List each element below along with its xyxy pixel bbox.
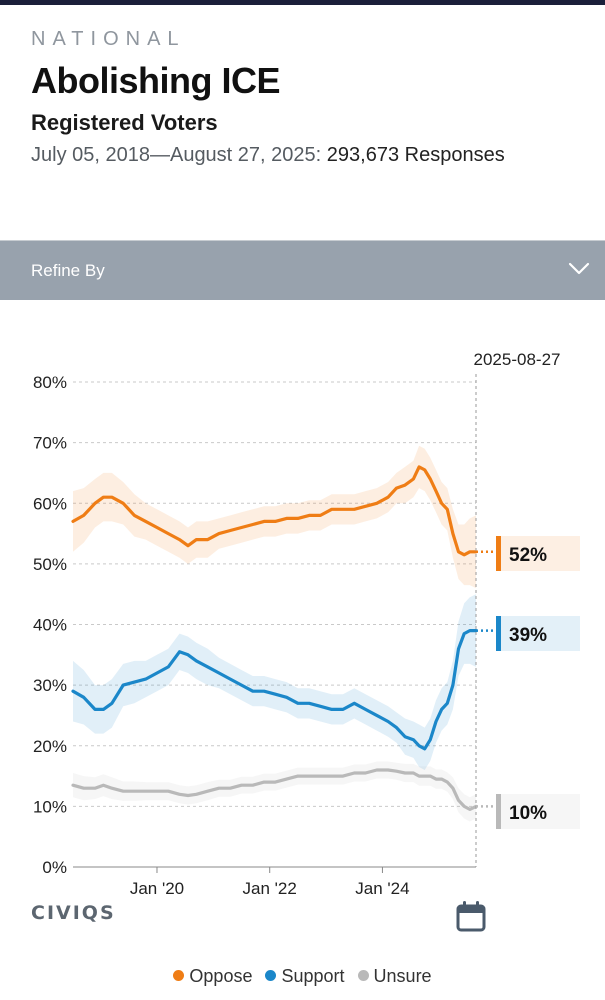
oppose-end-bar [496,536,501,571]
legend-label-oppose: Oppose [189,966,253,986]
support-confidence-band [73,594,476,770]
y-tick-label: 80% [33,373,67,392]
legend-dot-unsure [357,970,369,981]
legend-label-support: Support [281,966,345,986]
chart-series-lines [71,465,478,811]
chevron-down-icon[interactable] [568,262,590,276]
date-range: July 05, 2018—August 27, 2025: 293,673 R… [31,144,591,167]
y-tick-label: 30% [33,676,67,695]
oppose-end-value: 52% [509,545,547,566]
response-count: 293,673 Responses [326,144,505,166]
y-tick-label: 60% [33,494,67,513]
support-end-bar [496,616,501,651]
oppose-confidence-band [73,445,476,589]
y-tick-label: 40% [33,616,67,635]
unsure-end-box [496,794,580,829]
y-tick-label: 50% [33,555,67,574]
region-kicker: NATIONAL [31,28,186,50]
x-tick-label: Jan '24 [355,879,409,898]
trend-chart: 0% 10% 20% 30% 40% 50% 60% 70% 80% Jan '20 Jan '22… [33,350,580,898]
unsure-end-value: 10% [509,803,547,824]
oppose-end-box [496,536,580,571]
y-tick-label: 20% [33,737,67,756]
legend-item-unsure[interactable]: Unsure [357,966,432,987]
y-tick-label: 70% [33,434,67,453]
x-tick-label: Jan '20 [130,879,184,898]
legend-item-support[interactable]: Support [265,966,345,987]
calendar-icon[interactable] [456,900,486,932]
legend-label-unsure: Unsure [373,966,432,986]
legend-dot-oppose [173,970,185,981]
page-header: NATIONAL Abolishing ICE Registered Voter… [31,28,591,167]
refine-by-label: Refine By [31,261,105,280]
refine-by-bar[interactable]: Refine By [0,240,605,300]
page-title: Abolishing ICE [31,60,281,101]
chart-legend: Oppose Support Unsure [0,966,605,987]
legend-item-oppose[interactable]: Oppose [173,966,252,987]
oppose-series-line [71,465,478,557]
support-end-value: 39% [509,625,547,646]
unsure-end-bar [496,794,501,829]
chart-confidence-bands [73,445,476,822]
civiqs-logo: CIVIQS [31,902,116,924]
top-accent-bar [0,0,605,5]
chart-end-labels: 52% 39% 10% [476,536,580,829]
y-tick-label: 10% [33,797,67,816]
support-end-box [496,616,580,651]
current-date-label: 2025-08-27 [474,350,561,369]
date-range-text: July 05, 2018—August 27, 2025: [31,144,322,166]
population-subtitle: Registered Voters [31,110,218,135]
x-tick-label: Jan '22 [243,879,297,898]
chart-axes: 0% 10% 20% 30% 40% 50% 60% 70% 80% Jan '20 Jan '22… [33,350,561,898]
unsure-confidence-band [73,761,476,822]
legend-dot-support [265,970,277,981]
support-series-line [71,629,478,751]
unsure-series-line [71,768,478,811]
y-tick-label: 0% [42,858,67,877]
